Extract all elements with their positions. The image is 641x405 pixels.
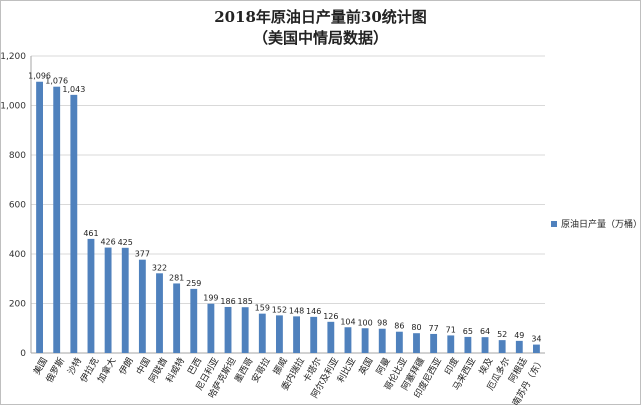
bar (533, 344, 540, 353)
value-label: 425 (118, 238, 133, 247)
x-tick-label: 美国 (31, 355, 50, 377)
bar (413, 333, 420, 353)
value-label: 64 (480, 327, 490, 336)
chart-title: 2018年原油日产量前30统计图 (214, 8, 427, 26)
bar (327, 321, 335, 353)
y-tick-label: 1,200 (0, 52, 26, 62)
value-label: 126 (323, 312, 338, 321)
value-label: 98 (377, 319, 387, 328)
bar (293, 316, 300, 353)
bar (515, 340, 523, 353)
value-label: 71 (446, 325, 456, 334)
legend-swatch (551, 220, 557, 227)
value-label: 146 (306, 307, 321, 316)
value-label: 52 (497, 330, 507, 339)
bar (310, 316, 318, 353)
value-label: 186 (220, 297, 235, 306)
y-tick-label: 600 (9, 201, 26, 211)
bar (87, 238, 95, 353)
bar (447, 335, 455, 353)
value-label: 1,043 (62, 85, 85, 94)
value-label: 281 (169, 273, 184, 282)
bar (138, 259, 146, 353)
x-tick-label: 埃及 (476, 355, 495, 377)
bar (344, 327, 352, 353)
x-tick-label: 阿曼 (374, 356, 393, 377)
x-tick-label: 挪威 (270, 355, 289, 377)
value-label: 152 (272, 305, 287, 314)
y-tick-label: 0 (20, 349, 26, 359)
value-label: 65 (463, 327, 473, 336)
bar (258, 313, 266, 353)
bar (70, 94, 78, 354)
value-label: 34 (531, 335, 541, 344)
bar (36, 81, 43, 354)
bar (121, 247, 129, 353)
x-tick-label: 伊朗 (116, 355, 135, 377)
value-label: 86 (394, 322, 404, 331)
value-label: 185 (238, 297, 253, 306)
bar (361, 328, 369, 353)
y-tick-label: 400 (9, 250, 26, 260)
legend-label: 原油日产量（万桶） (560, 220, 641, 230)
bar (156, 273, 163, 353)
value-label: 426 (100, 238, 115, 247)
y-tick-label: 800 (9, 151, 26, 161)
bar (464, 336, 472, 353)
value-label: 322 (152, 263, 167, 272)
bar (241, 307, 249, 353)
bar (53, 86, 61, 353)
value-label: 80 (411, 323, 421, 332)
y-tick-label: 200 (9, 300, 26, 310)
value-label: 1,096 (28, 72, 51, 81)
value-label: 259 (186, 279, 201, 288)
bar (276, 315, 283, 353)
value-label: 100 (357, 318, 372, 327)
value-label: 461 (83, 229, 98, 238)
y-tick-label: 1,000 (0, 102, 26, 112)
bar (207, 303, 215, 353)
x-tick-label: 沙特 (65, 355, 84, 377)
bar (173, 283, 181, 353)
bar (224, 306, 232, 353)
value-label: 49 (514, 331, 524, 340)
value-label: 199 (203, 294, 218, 303)
chart-subtitle: （美国中情局数据） (252, 29, 388, 47)
x-tick-label: 中国 (133, 355, 152, 377)
x-tick-label: 英国 (356, 355, 375, 377)
x-tick-label: 印度 (442, 355, 461, 377)
bar (430, 333, 438, 353)
value-label: 77 (429, 324, 439, 333)
value-label: 377 (135, 250, 150, 259)
x-tick-label: 巴西 (186, 356, 205, 377)
bar (498, 340, 506, 353)
value-label: 159 (255, 304, 270, 313)
bar (190, 288, 198, 353)
bar (395, 331, 403, 353)
value-label: 148 (289, 306, 304, 315)
legend: 原油日产量（万桶） (551, 217, 641, 230)
value-label: 104 (340, 317, 355, 326)
value-label: 1,076 (45, 77, 68, 86)
bar (481, 337, 489, 353)
bar (378, 328, 386, 353)
bar (104, 247, 112, 353)
